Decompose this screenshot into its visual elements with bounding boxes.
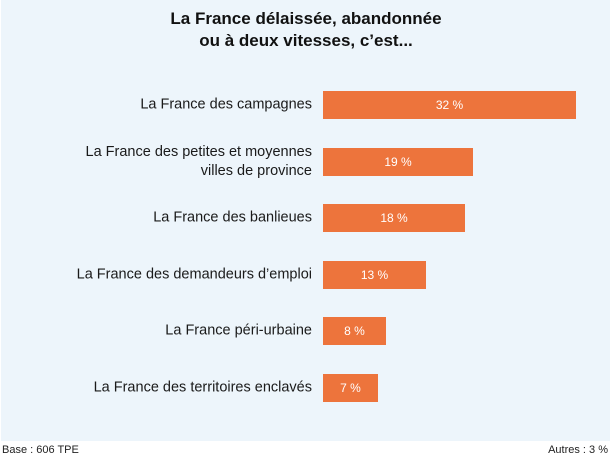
bar-row: La France des demandeurs d’emploi 13 %	[0, 261, 612, 289]
chart-title-line-1: La France délaissée, abandonnée	[170, 9, 442, 28]
bar-row: La France péri-urbaine 8 %	[0, 317, 612, 345]
bar-value-label: 7 %	[340, 381, 361, 395]
bar: 7 %	[323, 374, 378, 402]
bar: 19 %	[323, 148, 473, 176]
bar: 18 %	[323, 204, 465, 232]
chart-title: La France délaissée, abandonnée ou à deu…	[0, 8, 612, 52]
bar-value-label: 19 %	[384, 155, 412, 169]
bar: 13 %	[323, 261, 426, 289]
footer-base: Base : 606 TPE	[2, 444, 79, 456]
category-label: La France des territoires enclavés	[93, 379, 312, 396]
chart-panel	[1, 0, 610, 441]
bar: 32 %	[323, 91, 576, 119]
category-label: La France des campagnes	[140, 96, 312, 113]
category-label: La France des demandeurs d’emploi	[76, 266, 312, 283]
bar-row: La France des banlieues 18 %	[0, 204, 612, 232]
bar-row: La France des petites et moyennes villes…	[0, 144, 612, 179]
category-label: La France péri-urbaine	[165, 322, 312, 339]
bar-value-label: 13 %	[360, 268, 389, 282]
bar-row: La France des campagnes 32 %	[0, 91, 612, 119]
chart-title-line-2: ou à deux vitesses, c’est...	[199, 31, 413, 50]
bar: 8 %	[323, 317, 386, 345]
bar-value-label: 18 %	[380, 211, 408, 225]
footer-others: Autres : 3 %	[548, 444, 608, 456]
category-label: La France des petites et moyennes villes…	[85, 144, 313, 179]
bar-value-label: 8 %	[344, 324, 365, 338]
bar-value-label: 32 %	[435, 98, 464, 112]
category-label: La France des banlieues	[153, 209, 312, 226]
bar-row: La France des territoires enclavés 7 %	[0, 374, 612, 402]
